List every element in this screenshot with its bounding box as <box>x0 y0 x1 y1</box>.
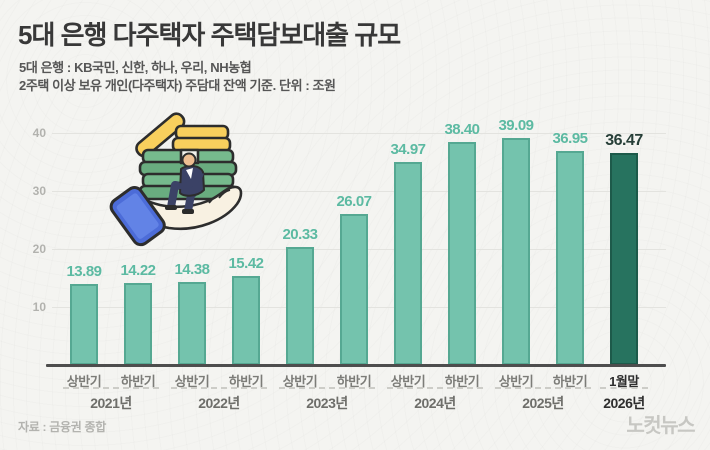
year-divider-dashed-line <box>63 387 159 389</box>
grid-line <box>52 133 666 134</box>
y-axis-tick-label: 20 <box>32 242 46 256</box>
grid-line <box>52 191 666 192</box>
gold-bar-tilted-icon <box>135 112 186 158</box>
bar <box>124 282 152 365</box>
bar-value-label: 36.95 <box>552 129 588 147</box>
chart-subtitle-banks: 5대 은행 : KB국민, 신한, 하나, 우리, NH농협 <box>19 60 252 75</box>
person-icon <box>165 152 205 214</box>
y-axis-tick-label: 10 <box>32 300 46 314</box>
x-axis-tick-label: 하반기 <box>444 374 480 389</box>
x-axis-tick-label: 상반기 <box>498 374 534 389</box>
bar <box>286 247 314 365</box>
smartphone-icon <box>109 186 166 247</box>
x-axis-tick-label: 상반기 <box>66 374 102 389</box>
x-axis-tick-label: 하반기 <box>120 374 156 389</box>
year-label: 2022년 <box>198 395 240 411</box>
bar-value-label: 36.47 <box>605 132 643 150</box>
bar-value-label: 26.07 <box>336 192 372 210</box>
bar-value-label: 34.97 <box>390 141 426 159</box>
hand-holding-money-illustration <box>109 112 243 247</box>
bar <box>232 275 260 365</box>
bar-value-label: 38.40 <box>444 121 480 139</box>
bar <box>502 138 530 365</box>
x-axis-tick-label: 상반기 <box>390 374 426 389</box>
bar-value-label: 20.33 <box>282 226 318 244</box>
x-axis-tick-label: 하반기 <box>336 374 372 389</box>
year-label: 2025년 <box>522 395 564 411</box>
year-divider-dashed-line <box>171 387 267 389</box>
bar <box>610 153 638 365</box>
bar <box>448 142 476 365</box>
nocut-news-logo: 노컷뉴스 <box>626 415 695 437</box>
bar-value-label: 39.09 <box>498 117 534 135</box>
x-axis-tick-label: 하반기 <box>552 374 588 389</box>
bar <box>178 281 206 365</box>
x-axis-tick-label: 1월말 <box>609 374 639 389</box>
year-divider-dashed-line <box>279 387 375 389</box>
year-label: 2023년 <box>306 395 348 411</box>
bar-value-label: 14.22 <box>120 261 156 279</box>
chart-subtitle-basis-unit: 2주택 이상 보유 개인(다주택자) 주담대 잔액 기준. 단위 : 조원 <box>19 78 336 93</box>
x-axis-tick-label: 상반기 <box>282 374 318 389</box>
bar-value-label: 14.38 <box>174 260 210 278</box>
bar <box>70 284 98 365</box>
bar-value-label: 15.42 <box>228 254 264 272</box>
x-axis-tick-label: 상반기 <box>174 374 210 389</box>
year-divider-dashed-line <box>387 387 483 389</box>
year-label: 2021년 <box>90 395 132 411</box>
page-title: 5대 은행 다주택자 주택담보대출 규모 <box>18 20 401 50</box>
source-note: 자료 : 금융권 종합 <box>18 420 106 434</box>
bar-value-label: 13.89 <box>66 263 102 281</box>
x-axis-tick-label: 하반기 <box>228 374 264 389</box>
year-label: 2024년 <box>414 395 456 411</box>
y-axis-tick-label: 30 <box>32 184 46 198</box>
y-axis-tick-label: 40 <box>32 126 46 140</box>
year-label: 2026년 <box>603 395 645 411</box>
year-divider-dashed-line <box>495 387 591 389</box>
bar <box>394 162 422 365</box>
bar <box>556 150 584 365</box>
bar <box>340 213 368 365</box>
year-divider-dashed-line <box>600 387 648 389</box>
x-axis-line <box>46 364 666 367</box>
